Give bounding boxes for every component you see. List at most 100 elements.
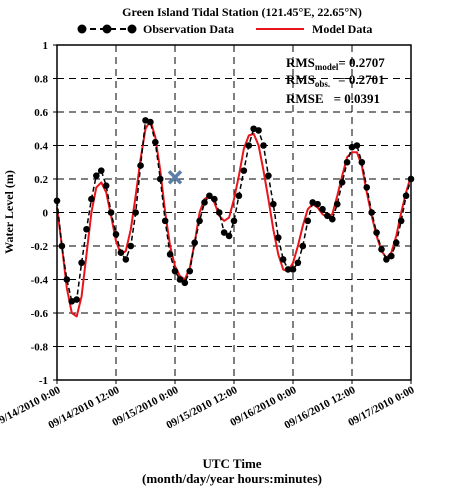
stat-rmse-label: RMSE [286,91,324,106]
x-axis-label-sub: (month/day/year hours:minutes) [142,471,322,486]
stat-rms-obs-label: RMS [286,72,315,87]
observation-point [107,209,115,216]
stats-box: RMSmodel= 0.2707 RMSobs. = 0.2701 RMSE = 0… [286,55,385,106]
stat-rms-obs-value: = 0.2701 [338,72,384,87]
y-tick-label: -0.6 [31,308,49,320]
observation-point [117,249,125,256]
observation-point [274,234,282,241]
observation-point [304,217,312,225]
observation-point [220,229,228,236]
observation-point [191,239,198,246]
model-series [56,119,412,318]
observation-point [171,267,179,275]
y-axis-label: Water Level (m) [2,170,16,254]
observation-point [270,200,277,208]
observation-point [260,142,267,149]
observation-point [181,279,189,287]
observation-point [156,175,164,183]
y-tick-label: 0.8 [34,74,48,86]
observation-point [196,217,203,225]
y-tick-label: -1 [39,375,48,387]
stat-rms-obs-sub: obs. [315,79,330,89]
legend-model-label: Model Data [312,22,372,36]
stat-rms-obs: RMSobs. = 0.2701 [286,72,385,89]
observation-point [206,192,213,200]
stat-rmse-value: = 0.0391 [334,91,380,106]
observation-point [284,266,292,273]
observation-point [112,230,120,238]
observation-point [147,118,154,126]
observation-point [73,296,80,303]
plot-frame [56,44,412,381]
y-tick-label: 0.6 [34,107,48,119]
observation-point [78,259,85,267]
legend-observation-label: Observation Data [143,22,234,36]
observation-point [201,199,208,206]
observation-point [83,225,90,233]
observation-point [225,232,233,240]
observation-point [93,172,100,179]
observation-point [215,209,223,216]
chart-title: Green Island Tidal Station (121.45°E, 22… [122,5,362,19]
legend-observation: Observation Data [77,22,234,36]
observation-point [265,172,272,179]
legend: Observation Data Model Data [77,22,372,36]
observation-point [368,209,375,216]
y-tick-label: -0.2 [31,241,49,253]
y-axis-ticks: -1 -0.8 -0.6 -0.4 -0.2 0 0.2 0.4 0.6 0.8 1 [31,40,57,387]
observation-point [235,192,243,200]
observation-point [161,217,169,225]
observation-point [63,276,71,283]
observation-series [53,117,415,305]
x-tick-label: 09/17/2010 0:00 [346,384,417,429]
stat-rmse: RMSE = 0.0391 [286,91,380,106]
y-tick-label: 0 [43,208,49,220]
observation-point [230,217,238,225]
y-tick-label: 0.2 [34,174,48,186]
stat-rms-model-value: = 0.2707 [338,55,385,70]
x-marker [167,170,183,185]
observation-point [58,242,66,250]
observation-point [102,182,110,189]
observation-point [294,259,302,267]
observation-point [378,246,385,253]
observation-point [176,276,184,283]
observation-point [299,242,307,250]
observation-point [363,184,371,191]
observation-point [88,195,95,203]
observation-point [211,195,218,203]
observation-point [358,158,366,166]
legend-model: Model Data [256,22,372,36]
observation-point [324,212,331,220]
observation-point [122,256,130,263]
observation-point [319,205,326,213]
observation-point [388,252,395,260]
observation-point [166,251,174,258]
observation-point [402,192,410,200]
observation-point [137,162,144,169]
observation-point [127,242,135,250]
legend-observation-dot [102,24,112,34]
observation-point [343,158,351,166]
observation-point [373,229,380,236]
observation-point [333,200,341,208]
observation-point [152,138,159,146]
observation-point [279,256,287,263]
x-marker-stroke [167,170,183,185]
observation-point [132,209,139,216]
observation-point [314,200,321,208]
y-tick-label: -0.8 [31,342,49,354]
legend-observation-dot [127,24,137,34]
observation-point [383,256,390,263]
observation-point [397,217,405,225]
stat-rms-model-label: RMS [286,55,315,70]
y-tick-label: 1 [43,40,49,52]
observation-point [289,266,297,273]
y-tick-label: 0.4 [34,141,48,153]
observation-point [392,239,400,246]
x-axis-label: UTC Time [202,456,261,471]
observation-point [329,215,336,223]
observation-point [240,167,248,174]
